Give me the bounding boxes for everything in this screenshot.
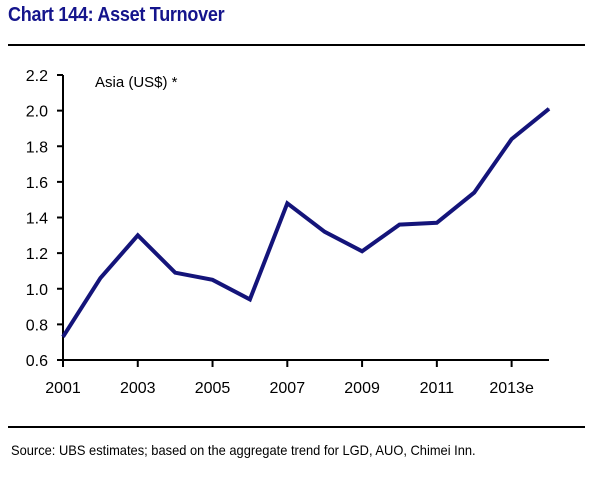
y-tick-label: 2.0: [26, 104, 48, 121]
data-point: [99, 277, 101, 279]
y-tick-label: 2.2: [26, 68, 48, 85]
data-point: [436, 222, 438, 224]
data-point: [212, 279, 214, 281]
data-point: [473, 192, 475, 194]
chart-title: Chart 144: Asset Turnover: [8, 4, 225, 26]
data-point: [361, 250, 363, 252]
data-point: [398, 224, 400, 226]
y-tick-label: 1.8: [26, 139, 48, 156]
data-point: [548, 108, 550, 110]
data-point: [137, 234, 139, 236]
y-tick-label: 1.4: [26, 211, 48, 228]
data-point: [249, 298, 251, 300]
y-tick-label: 1.2: [26, 246, 48, 263]
title-divider: [8, 44, 585, 46]
x-tick-label: 2013e: [489, 380, 534, 397]
x-tick-label: 2001: [45, 380, 81, 397]
series-line-asia: [61, 107, 551, 338]
y-axis-ticks: 0.6 0.8 1.0 1.2 1.4 1.6 1.8 2.0 2.2: [26, 68, 63, 370]
y-tick-label: 0.6: [26, 353, 48, 370]
source-note: Source: UBS estimates; based on the aggr…: [11, 442, 476, 458]
series-points: [62, 108, 550, 338]
data-point: [174, 272, 176, 274]
x-tick-label: 2003: [120, 380, 156, 397]
series-annotation: Asia (US$) *: [95, 74, 178, 91]
y-tick-label: 1.6: [26, 175, 48, 192]
data-point: [511, 138, 513, 140]
data-point: [324, 231, 326, 233]
y-tick-label: 1.0: [26, 282, 48, 299]
x-tick-label: 2011: [420, 380, 455, 397]
x-axis-ticks: 2001 2003 2005 2007 2009 2011 2013e: [45, 360, 534, 397]
data-point: [286, 202, 288, 204]
x-tick-label: 2009: [344, 380, 380, 397]
x-tick-label: 2005: [195, 380, 231, 397]
data-point: [62, 336, 64, 338]
x-tick-label: 2007: [270, 380, 306, 397]
source-divider: [8, 426, 585, 428]
y-tick-label: 0.8: [26, 317, 48, 334]
